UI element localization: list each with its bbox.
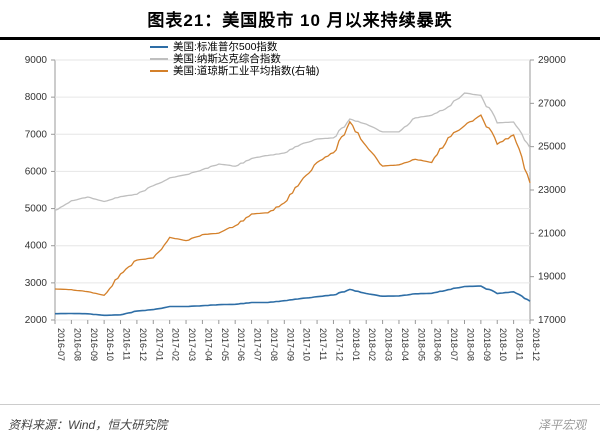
x-axis-tick-label: 2018-07 [449, 328, 459, 361]
series-line-美国:道琼斯工业平均指数(右轴) [55, 115, 530, 295]
title-bar: 图表21：美国股市 10 月以来持续暴跌 [0, 0, 600, 40]
x-axis-tick-label: 2017-03 [187, 328, 197, 361]
x-axis-tick-label: 2018-05 [416, 328, 426, 361]
x-axis-tick-label: 2018-03 [384, 328, 394, 361]
x-axis-tick-label: 2017-10 [302, 328, 312, 361]
left-axis-labels: 2000 3000 4000 5000 6000 7000 8000 9000 [25, 55, 55, 326]
left-axis-tick-label: 3000 [25, 278, 48, 289]
left-axis-tick-label: 5000 [25, 204, 48, 215]
right-axis-tick-label: 29000 [538, 55, 566, 66]
right-axis-tick-label: 19000 [538, 272, 566, 283]
chart-svg: 2000 3000 4000 5000 6000 7000 8000 9000 17000 19… [0, 40, 600, 380]
x-axis-tick-label: 2016-12 [138, 328, 148, 361]
left-axis-tick-label: 4000 [25, 241, 48, 252]
brand-logo: 泽平宏观 [538, 416, 586, 433]
x-axis-tick-label: 2017-05 [220, 328, 230, 361]
left-axis-tick-label: 6000 [25, 166, 48, 177]
x-axis-tick-label: 2017-09 [285, 328, 295, 361]
x-axis-tick-label: 2018-09 [482, 328, 492, 361]
x-axis-tick-label: 2016-11 [122, 328, 132, 360]
source-footer: 资料来源：Wind，恒大研究院 [8, 416, 167, 433]
x-axis-tick-label: 2017-11 [318, 328, 328, 360]
x-axis-tick-label: 2018-02 [367, 328, 377, 361]
right-axis-tick-label: 21000 [538, 228, 566, 239]
left-axis-tick-label: 8000 [25, 92, 48, 103]
right-axis-tick-label: 25000 [538, 142, 566, 153]
legend-label: 美国:纳斯达克综合指数 [173, 52, 281, 65]
x-axis-tick-label: 2018-06 [433, 328, 443, 361]
x-axis-tick-label: 2018-10 [498, 328, 508, 361]
left-axis-tick-label: 7000 [25, 129, 48, 140]
x-axis-tick-label: 2017-08 [269, 328, 279, 361]
x-axis-tick-label: 2018-04 [400, 328, 410, 361]
x-axis-labels: 2016-07 2016-08 2016-09 2016-10 2016-11 2016-… [55, 320, 541, 361]
x-axis-tick-label: 2016-08 [72, 328, 82, 361]
x-axis-tick-label: 2018-01 [351, 328, 361, 361]
legend-label: 美国:标准普尔500指数 [173, 40, 278, 53]
x-axis-tick-label: 2017-06 [236, 328, 246, 361]
x-axis-tick-label: 2016-07 [56, 328, 66, 361]
chart-title: 图表21：美国股市 10 月以来持续暴跌 [8, 6, 592, 31]
right-axis-tick-label: 27000 [538, 98, 566, 109]
x-axis-tick-label: 2017-02 [171, 328, 181, 361]
x-axis-tick-label: 2016-09 [89, 328, 99, 361]
x-axis-tick-label: 2018-11 [515, 328, 525, 360]
x-axis-tick-label: 2017-12 [334, 328, 344, 361]
x-axis-tick-label: 2018-12 [531, 328, 541, 361]
series-line-美国:标准普尔500指数 [55, 286, 530, 315]
right-axis-tick-label: 23000 [538, 185, 566, 196]
x-axis-tick-label: 2016-10 [105, 328, 115, 361]
x-axis-tick-label: 2017-07 [253, 328, 263, 361]
x-axis-tick-label: 2017-01 [154, 328, 164, 361]
footer-divider [0, 404, 600, 405]
left-axis-tick-label: 2000 [25, 315, 48, 326]
right-axis-tick-label: 17000 [538, 315, 566, 326]
left-axis-tick-label: 9000 [25, 55, 48, 66]
series-group [55, 93, 530, 315]
chart-area: 2000 3000 4000 5000 6000 7000 8000 9000 17000 19… [0, 40, 600, 380]
x-axis-tick-label: 2018-08 [465, 328, 475, 361]
x-axis-tick-label: 2017-04 [203, 328, 213, 361]
right-axis-labels: 17000 19000 21000 23000 25000 27000 29000 [530, 55, 566, 326]
legend-label: 美国:道琼斯工业平均指数(右轴) [173, 64, 319, 77]
